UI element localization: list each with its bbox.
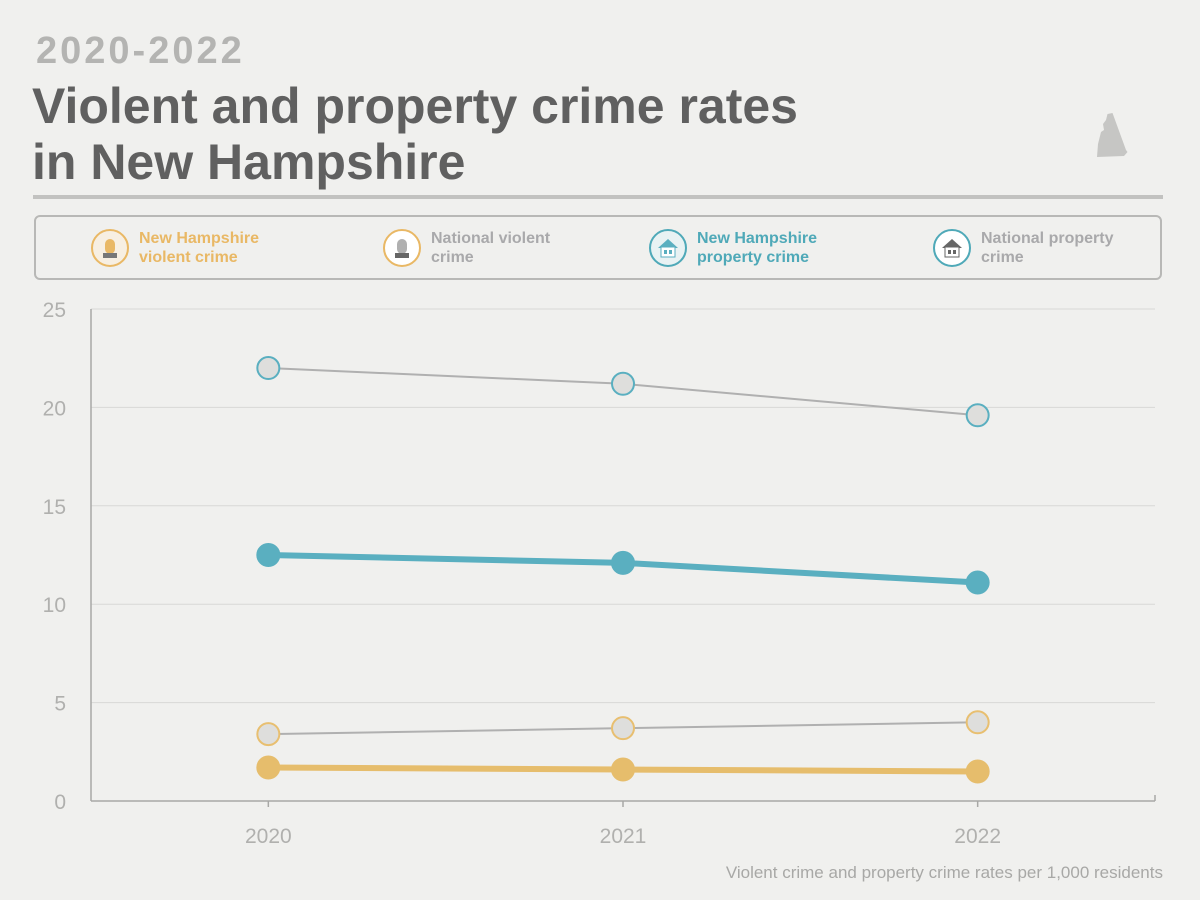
data-point <box>611 757 635 782</box>
new-hampshire-map-icon <box>1097 113 1128 157</box>
y-tick-label: 20 <box>43 397 66 420</box>
legend-item-national-violent: National violent crime <box>383 229 551 267</box>
y-tick-label: 15 <box>43 496 66 519</box>
data-point <box>256 755 281 780</box>
y-tick-label: 0 <box>54 791 66 814</box>
data-point <box>611 371 635 396</box>
x-tick-label: 2022 <box>954 825 1001 848</box>
data-point <box>611 550 635 575</box>
data-point <box>965 403 990 428</box>
data-point <box>611 716 635 741</box>
legend-item-nh-property: New Hampshire property crime <box>649 229 847 267</box>
data-point <box>256 356 281 381</box>
y-tick-label: 25 <box>43 299 66 322</box>
data-point <box>256 722 281 747</box>
house-icon <box>933 229 971 267</box>
page-title: Violent and property crime rates in New … <box>32 78 798 190</box>
legend-item-national-property: National property crime <box>933 229 1131 267</box>
data-point <box>965 759 990 784</box>
siren-icon <box>91 229 129 267</box>
x-tick-label: 2021 <box>600 825 647 848</box>
legend-item-nh-violent: New Hampshire violent crime <box>91 229 289 267</box>
legend-label: National property crime <box>981 230 1114 266</box>
data-point <box>965 570 990 595</box>
y-tick-label: 5 <box>54 693 66 716</box>
data-point <box>965 710 990 735</box>
data-point <box>256 543 281 567</box>
legend-label: New Hampshire violent crime <box>139 230 260 266</box>
house-icon <box>649 229 687 267</box>
legend-label: New Hampshire property crime <box>697 230 818 266</box>
legend-label: National violent crime <box>431 230 551 266</box>
y-tick-label: 10 <box>43 594 66 617</box>
siren-icon <box>383 229 421 267</box>
x-tick-label: 2020 <box>245 825 292 848</box>
legend: New Hampshire violent crime National vio… <box>34 215 1162 280</box>
title-divider <box>33 195 1163 199</box>
subtitle: 2020-2022 <box>36 30 245 72</box>
footnote: Violent crime and property crime rates p… <box>725 863 1163 882</box>
